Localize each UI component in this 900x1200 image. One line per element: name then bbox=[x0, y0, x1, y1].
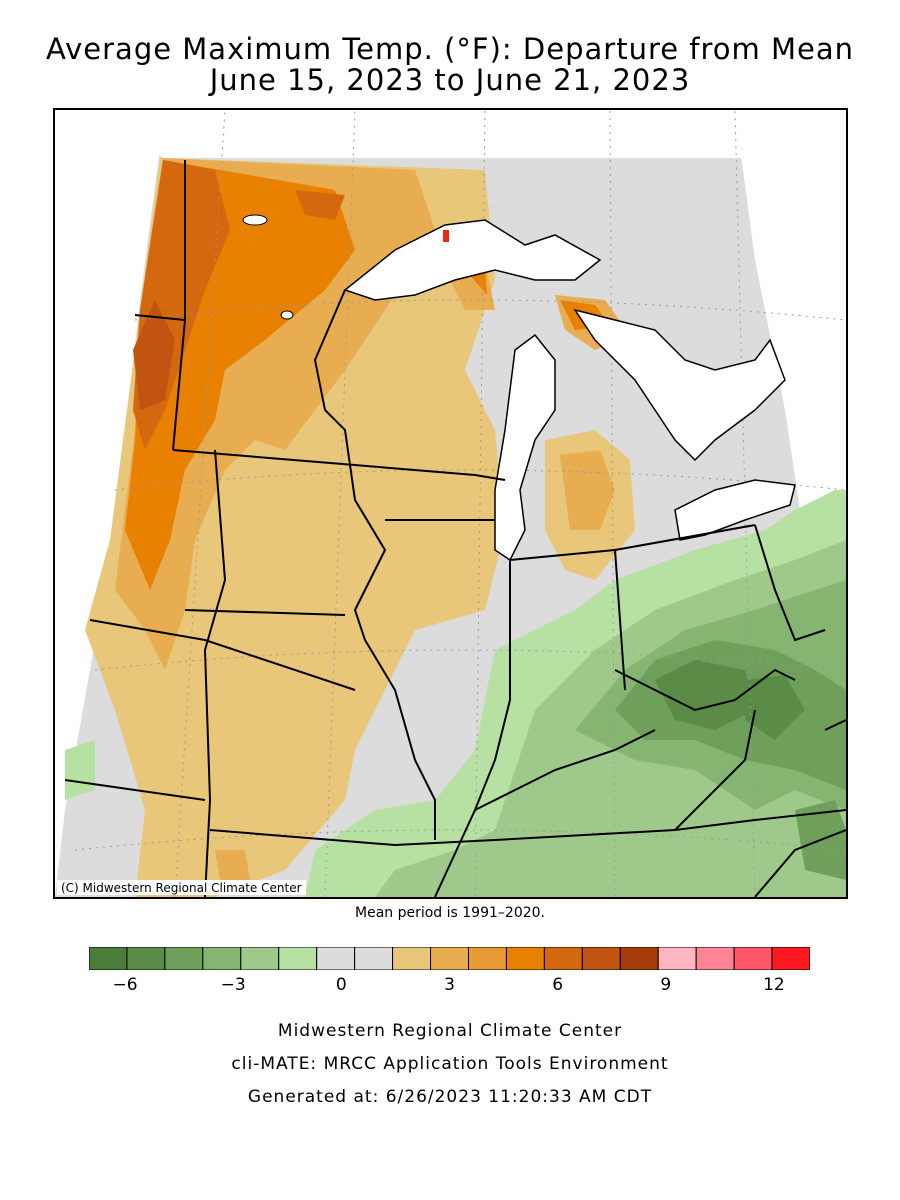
legend-swatch bbox=[316, 947, 356, 970]
legend-swatch bbox=[89, 947, 128, 970]
temperature-departure-map bbox=[55, 110, 846, 897]
legend-swatch bbox=[430, 947, 469, 970]
legend-tick-label: 6 bbox=[552, 975, 564, 995]
legend-swatch bbox=[619, 947, 659, 970]
legend-swatch bbox=[733, 947, 773, 970]
legend-swatch bbox=[164, 947, 204, 970]
legend-tick-label: 3 bbox=[444, 975, 455, 995]
legend-swatch bbox=[505, 947, 545, 970]
legend-swatch bbox=[392, 947, 432, 970]
legend-tick-label: 12 bbox=[763, 975, 785, 995]
footer-generated-time: Generated at: 6/26/2023 11:20:33 AM CDT bbox=[247, 1087, 653, 1107]
cool-region-west-edge bbox=[65, 740, 95, 800]
legend-swatch bbox=[126, 947, 166, 970]
legend-swatch bbox=[657, 947, 697, 970]
map-title: Average Maximum Temp. (°F): Departure fr… bbox=[45, 32, 855, 66]
outside-projection-left bbox=[55, 110, 165, 897]
lake-of-the-woods bbox=[242, 214, 268, 226]
lake-huron bbox=[573, 308, 786, 462]
legend-tick-label: 9 bbox=[660, 975, 672, 995]
legend-swatch bbox=[240, 947, 280, 970]
cool-region-4to-5 bbox=[655, 660, 755, 730]
lake-superior bbox=[343, 219, 602, 301]
footer-organization: Midwestern Regional Climate Center bbox=[277, 1021, 623, 1041]
map-panel: (C) Midwestern Regional Climate Center bbox=[53, 108, 848, 899]
legend-tick-label: −6 bbox=[112, 975, 138, 995]
cool-region-4to-5-east bbox=[745, 675, 805, 740]
warm-region-7to8 bbox=[133, 300, 175, 410]
legend-swatch bbox=[202, 947, 242, 970]
legend-tick-label: 0 bbox=[335, 975, 347, 995]
legend-swatch bbox=[695, 947, 735, 970]
map-copyright: (C) Midwestern Regional Climate Center bbox=[57, 880, 306, 895]
outside-projection-right bbox=[735, 110, 846, 520]
legend-swatch bbox=[771, 947, 810, 970]
legend-swatch bbox=[354, 947, 394, 970]
map-date-range: June 15, 2023 to June 21, 2023 bbox=[209, 63, 691, 97]
footer-tool-name: cli-MATE: MRCC Application Tools Environ… bbox=[231, 1054, 669, 1074]
legend-swatch bbox=[543, 947, 583, 970]
outside-projection-top bbox=[55, 110, 846, 158]
color-legend bbox=[89, 947, 810, 970]
legend-tick-labels: −6 −3 0 3 6 9 12 bbox=[0, 975, 900, 999]
warm-region-keweenaw bbox=[470, 270, 487, 295]
legend-swatch bbox=[467, 947, 507, 970]
lake-michigan bbox=[494, 333, 556, 562]
warm-region-southwest-core bbox=[215, 850, 250, 880]
warm-region-arrowhead bbox=[295, 190, 345, 220]
legend-swatch bbox=[581, 947, 621, 970]
legend-tick-label: −3 bbox=[220, 975, 246, 995]
legend-swatch bbox=[278, 947, 318, 970]
isle-royale-marker bbox=[443, 230, 449, 242]
state-boundaries bbox=[64, 160, 846, 897]
lake-erie bbox=[674, 479, 796, 541]
lake-minnesota bbox=[280, 310, 294, 320]
mean-period-note: Mean period is 1991–2020. bbox=[355, 905, 545, 921]
warm-region-lower-michigan-core bbox=[560, 450, 615, 530]
